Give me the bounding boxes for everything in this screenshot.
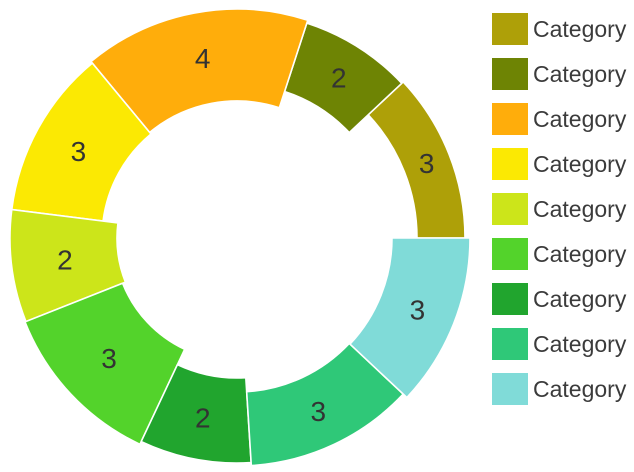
legend-item-9[interactable]: Category [492, 373, 626, 405]
donut-segment-3[interactable] [90, 8, 309, 134]
legend-color-swatch [492, 373, 528, 405]
legend-item-5[interactable]: Category [492, 193, 626, 225]
legend-color-swatch [492, 238, 528, 270]
segment-value-label: 3 [410, 294, 426, 325]
legend-color-swatch [492, 193, 528, 225]
legend-item-label: Category [533, 151, 627, 177]
legend-color-swatch [492, 58, 528, 90]
donut-chart: 3 2 4 3 2 3 2 3 3 [9, 8, 471, 467]
donut-segment-6[interactable] [24, 282, 186, 446]
legend-item-label: Category [533, 331, 627, 357]
legend-item-label: Category [533, 286, 627, 312]
legend-color-swatch [492, 148, 528, 180]
legend-item-label: Category [533, 16, 627, 42]
segment-value-label: 2 [195, 402, 211, 433]
legend-item-label: Category [533, 61, 627, 87]
donut-segment-1[interactable] [367, 81, 466, 239]
legend-item-4[interactable]: Category [492, 148, 626, 180]
segment-value-label: 4 [195, 43, 211, 74]
legend-item-2[interactable]: Category [492, 58, 626, 90]
legend-color-swatch [492, 13, 528, 45]
segment-value-label: 3 [419, 148, 435, 179]
legend-item-1[interactable]: Category [492, 13, 626, 45]
legend-item-label: Category [533, 241, 627, 267]
donut-segment-9[interactable] [349, 237, 471, 399]
legend-color-swatch [492, 328, 528, 360]
legend-item-label: Category [533, 196, 627, 222]
segment-value-label: 3 [311, 396, 327, 427]
legend-color-swatch [492, 103, 528, 135]
legend-item-label: Category [533, 106, 627, 132]
legend-item-6[interactable]: Category [492, 238, 626, 270]
legend-color-swatch [492, 283, 528, 315]
segment-value-label: 2 [57, 245, 73, 276]
legend-item-3[interactable]: Category [492, 103, 626, 135]
chart-legend: Category Category Category Category Cate… [492, 13, 626, 405]
donut-chart-canvas: 3 2 4 3 2 3 2 3 3 [9, 8, 471, 467]
segment-value-label: 3 [101, 343, 117, 374]
legend-item-label: Category [533, 376, 627, 402]
segment-value-label: 2 [331, 63, 347, 94]
legend-item-8[interactable]: Category [492, 328, 626, 360]
legend-item-7[interactable]: Category [492, 283, 626, 315]
segment-value-label: 3 [71, 136, 87, 167]
